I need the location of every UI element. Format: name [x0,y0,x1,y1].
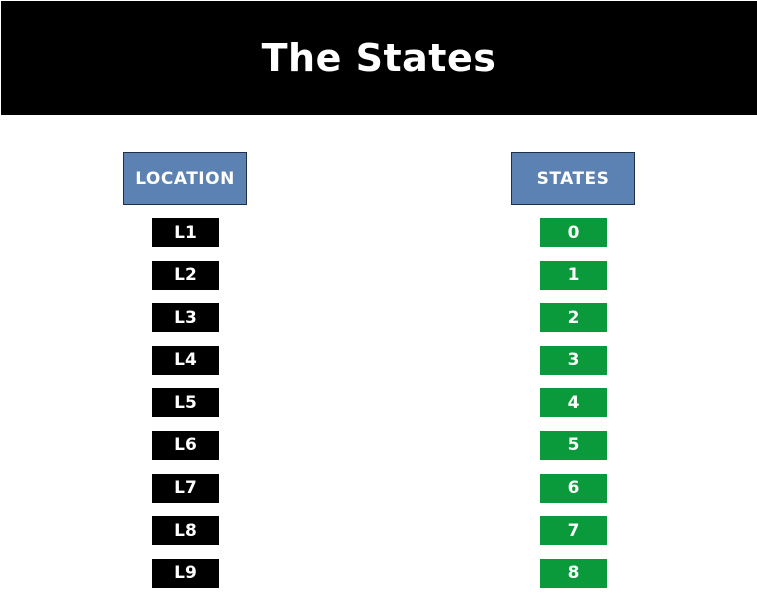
states-column: 0 1 2 3 4 5 6 7 8 [540,218,607,601]
location-cell: L2 [152,260,219,290]
location-cell: L6 [152,430,219,460]
location-header: LOCATION [123,152,247,205]
title-bar: The States [1,1,757,115]
location-cell: L4 [152,345,219,375]
state-cell: 6 [540,473,607,503]
state-cell: 2 [540,303,607,333]
state-cell: 8 [540,558,607,588]
location-cell: L9 [152,558,219,588]
state-cell: 0 [540,218,607,247]
location-cell: L1 [152,218,219,247]
location-column: L1 L2 L3 L4 L5 L6 L7 L8 L9 [152,218,219,601]
page-title: The States [261,36,497,80]
state-cell: 4 [540,388,607,418]
state-cell: 7 [540,516,607,546]
states-header: STATES [511,152,635,205]
state-cell: 3 [540,345,607,375]
location-cell: L8 [152,516,219,546]
state-cell: 5 [540,430,607,460]
location-cell: L5 [152,388,219,418]
location-cell: L7 [152,473,219,503]
state-cell: 1 [540,260,607,290]
location-cell: L3 [152,303,219,333]
